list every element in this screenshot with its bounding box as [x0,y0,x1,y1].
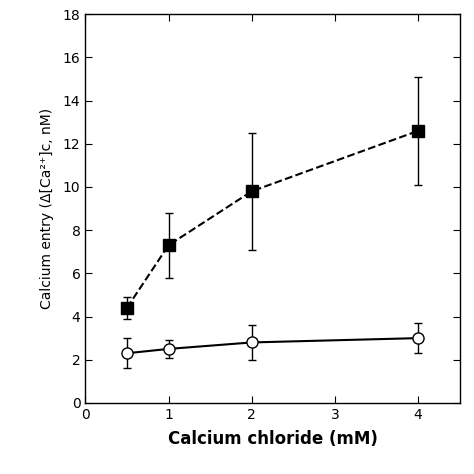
X-axis label: Calcium chloride (mM): Calcium chloride (mM) [168,430,377,448]
Y-axis label: Calcium entry (Δ[Ca²⁺]c, nM): Calcium entry (Δ[Ca²⁺]c, nM) [40,108,55,309]
